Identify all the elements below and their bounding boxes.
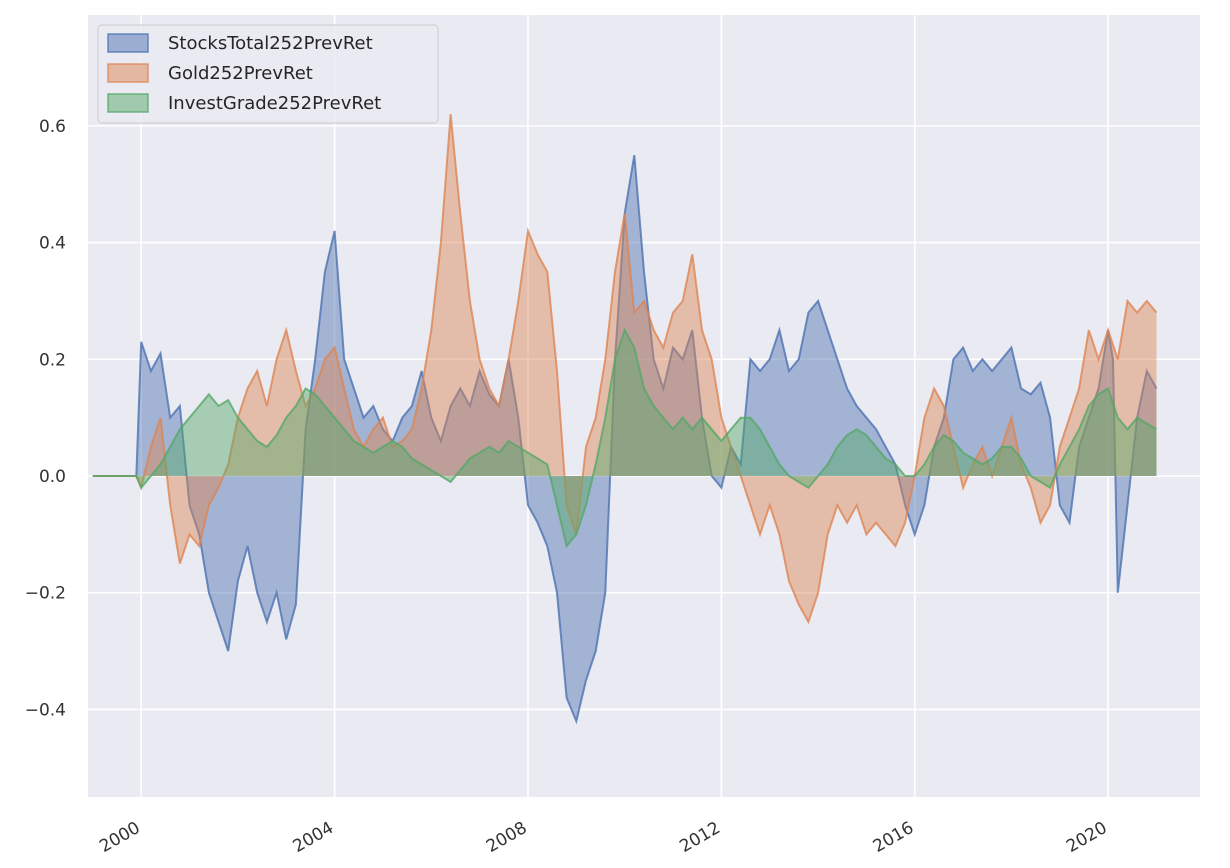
y-tick-label: 0.2: [39, 350, 66, 370]
legend-swatch-gold252prevret: [107, 63, 149, 83]
y-tick-label: −0.2: [25, 584, 66, 604]
line-gold252prevret: [92, 114, 1158, 625]
x-tick-label: 2008: [483, 818, 530, 857]
line-investgrade252prevret: [92, 327, 1158, 549]
line-stockstotal252prevret: [92, 154, 1158, 725]
area-gold252prevret: [92, 114, 1157, 622]
x-tick-label: 2016: [870, 818, 917, 857]
legend-frame: [97, 24, 439, 124]
legend-swatch-investgrade252prevret: [107, 93, 149, 113]
x-tick-label: 2004: [290, 818, 337, 857]
legend-label: StocksTotal252PrevRet: [168, 33, 373, 54]
area-investgrade252prevret: [92, 330, 1157, 547]
area-stockstotal252prevret: [92, 155, 1157, 722]
gridlines: [88, 15, 1200, 797]
y-axis-ticks: −0.4 −0.2 0.0 0.2 0.4 0.6: [25, 117, 66, 721]
x-tick-label: 2000: [96, 818, 143, 857]
x-tick-label: 2020: [1063, 818, 1110, 857]
x-tick-label: 2012: [676, 818, 723, 857]
legend-label: InvestGrade252PrevRet: [168, 93, 381, 114]
y-tick-label: −0.4: [25, 700, 66, 720]
legend-label: Gold252PrevRet: [168, 63, 313, 84]
y-tick-label: 0.4: [39, 234, 66, 254]
y-tick-label: 0.0: [39, 467, 66, 487]
plot-area: [88, 15, 1200, 797]
series-areas: [92, 114, 1158, 725]
legend: StocksTotal252PrevRet Gold252PrevRet Inves…: [97, 24, 439, 124]
y-tick-label: 0.6: [39, 117, 66, 137]
legend-swatch-stockstotal252prevret: [107, 33, 149, 53]
x-axis-ticks: 2000 2004 2008 2012 2016 2020: [96, 818, 1110, 857]
